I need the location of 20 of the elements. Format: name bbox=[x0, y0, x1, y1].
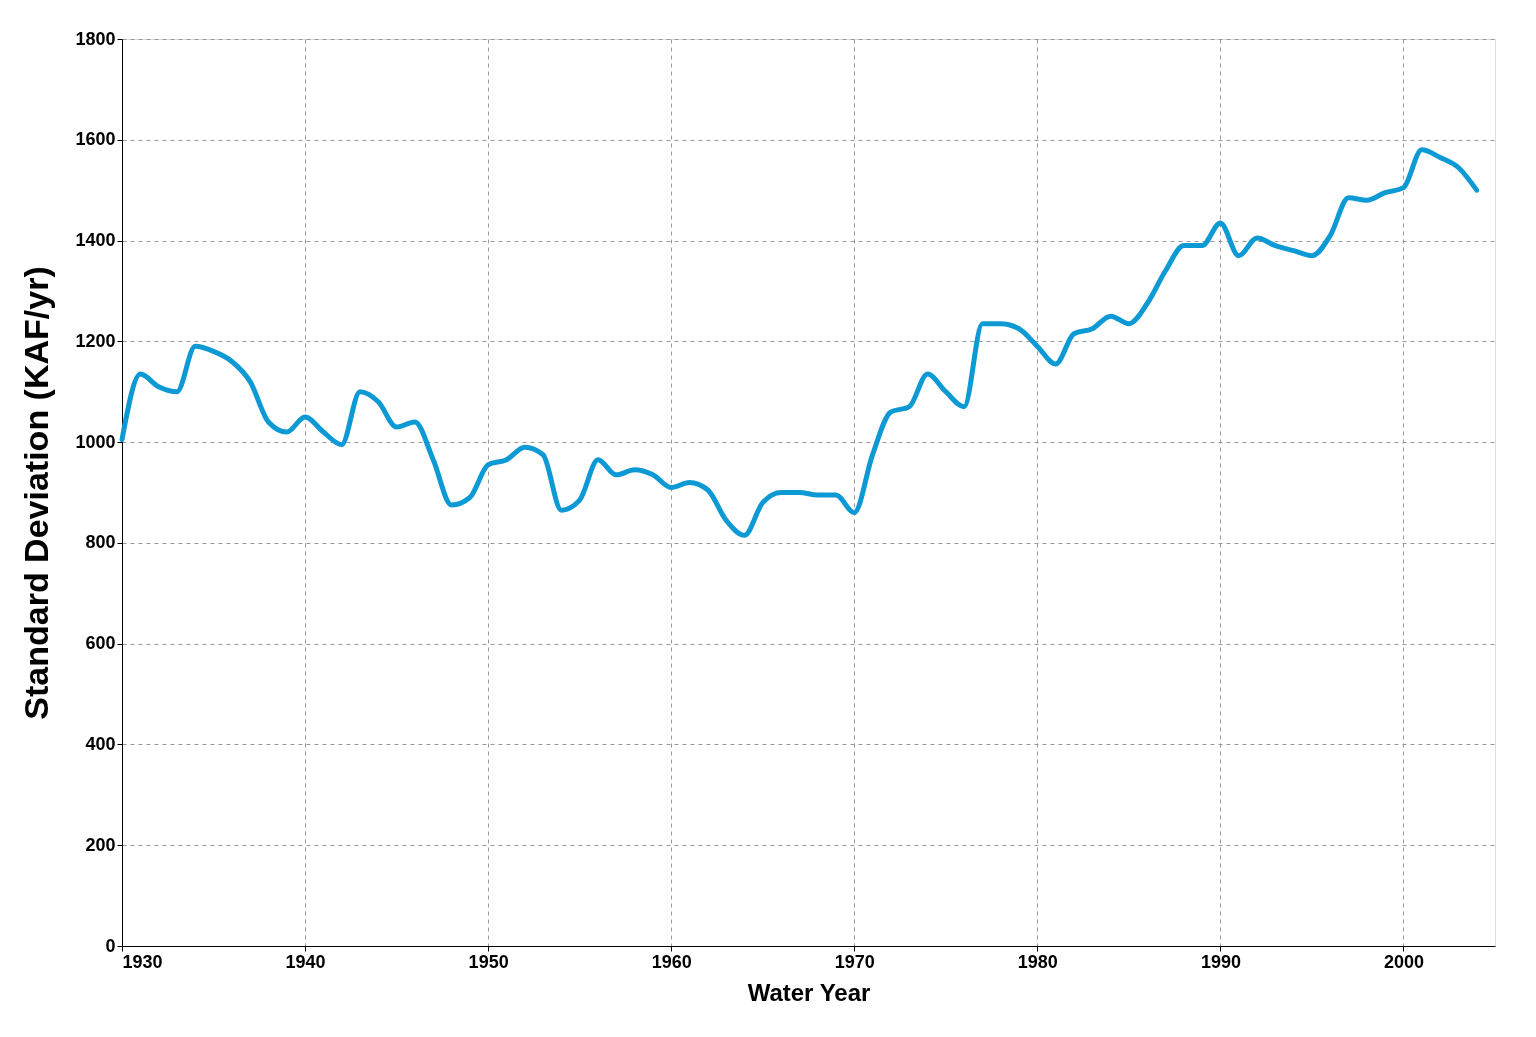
y-tick-label: 1000 bbox=[75, 431, 116, 452]
y-tick-label: 1600 bbox=[75, 129, 116, 150]
y-tick-label: 800 bbox=[85, 532, 116, 553]
x-tick-label: 1990 bbox=[1200, 951, 1241, 972]
x-tick-label: 1970 bbox=[834, 951, 875, 972]
x-tick-label: 1980 bbox=[1017, 951, 1058, 972]
x-axis-title: Water Year bbox=[747, 978, 871, 1006]
x-tick-label: 1940 bbox=[285, 951, 326, 972]
y-tick-label: 600 bbox=[85, 633, 116, 654]
x-tick-label: 1960 bbox=[651, 951, 692, 972]
y-tick-label: 1800 bbox=[75, 28, 116, 49]
x-tick-label: 1950 bbox=[468, 951, 509, 972]
y-tick-label: 1200 bbox=[75, 330, 116, 351]
y-axis-title: Standard Deviation (KAF/yr) bbox=[17, 266, 56, 720]
y-tick-label: 400 bbox=[85, 733, 116, 754]
y-tick-label: 1400 bbox=[75, 230, 116, 251]
y-tick-label: 0 bbox=[105, 935, 116, 956]
y-tick-label: 200 bbox=[85, 834, 116, 855]
x-tick-label: 1930 bbox=[122, 951, 163, 972]
x-tick-label: 2000 bbox=[1383, 951, 1424, 972]
